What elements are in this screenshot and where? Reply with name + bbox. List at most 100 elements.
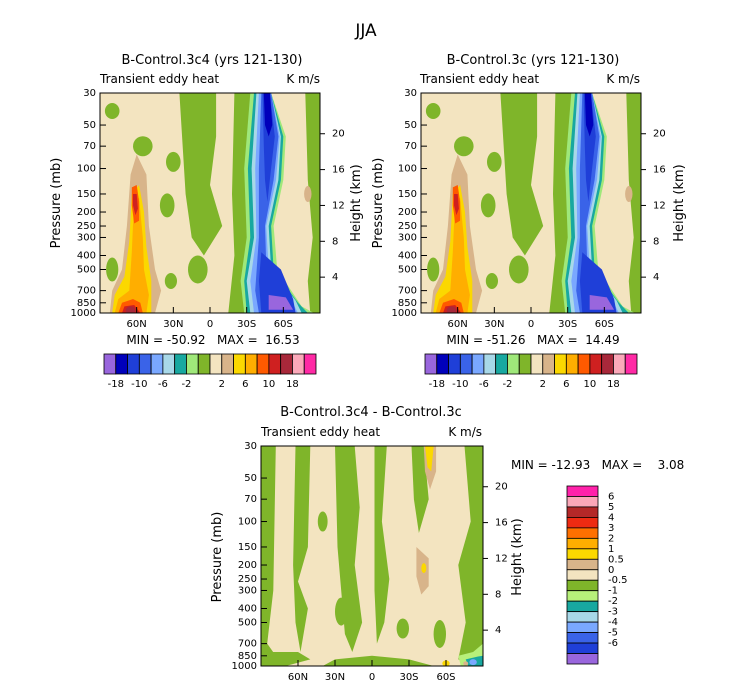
colorbar-swatch — [436, 353, 449, 375]
x-tick-label: 0 — [369, 672, 375, 683]
y-tick-label: 250 — [238, 574, 257, 585]
y-tick-label: 50 — [83, 120, 96, 131]
x-tick-label: 60S — [595, 319, 614, 330]
y2-tick-label: 12 — [332, 200, 345, 211]
y-tick-label: 400 — [398, 251, 417, 262]
colorbar-swatch — [566, 548, 599, 560]
colorbar-swatch — [233, 353, 246, 375]
y-axis-label: Pressure (mb) — [371, 158, 386, 249]
colorbar-swatch — [566, 632, 599, 644]
contour-band — [446, 446, 483, 666]
colorbar-label: 5 — [608, 502, 614, 513]
y-tick-label: 850 — [238, 651, 257, 662]
colorbar-swatch — [566, 485, 599, 497]
contour-band — [261, 446, 276, 666]
colorbar-swatch — [566, 517, 599, 529]
colorbar-label: 0.5 — [608, 554, 624, 565]
colorbar-swatch — [577, 353, 591, 375]
x-tick-label: 0 — [528, 319, 534, 330]
axes: 305070100150200250300400500700850100060N… — [71, 88, 345, 330]
contour-patch — [166, 151, 181, 172]
y-tick-label: 1000 — [392, 308, 417, 319]
panel-subtitle-right: K m/s — [448, 425, 482, 439]
contour-band — [114, 198, 149, 313]
contour-patch — [317, 511, 328, 532]
colorbar-swatch — [186, 353, 199, 375]
panel-title: B-Control.3c4 (yrs 121-130) — [122, 53, 303, 68]
contour-core — [263, 93, 273, 137]
colorbar-label: 2 — [608, 533, 614, 544]
y-tick-label: 100 — [238, 517, 257, 528]
y-tick-label: 400 — [238, 604, 257, 615]
axes: 305070100150200250300400500700850100060N… — [392, 88, 666, 330]
colorbar-swatch — [566, 558, 599, 571]
y2-tick-label: 12 — [653, 200, 666, 211]
colorbar-swatch — [138, 353, 152, 375]
min-max-stats: MIN = -12.93 MAX = 3.08 — [511, 458, 684, 472]
colorbar-label: 0 — [608, 565, 614, 576]
contour-core — [258, 252, 296, 313]
panel-subtitle-left: Transient eddy heat — [419, 72, 539, 86]
contour-patch — [104, 103, 120, 119]
y2-tick-label: 16 — [332, 165, 345, 176]
contour-band — [293, 446, 311, 652]
y-tick-label: 100 — [77, 164, 96, 175]
y-tick-label: 70 — [244, 494, 257, 505]
colorbar-swatch — [448, 353, 461, 375]
contour-band — [411, 446, 429, 533]
y-tick-label: 70 — [83, 141, 96, 152]
colorbar-swatch — [566, 590, 599, 602]
contour-core — [425, 446, 434, 472]
colorbar-label: -0.5 — [608, 575, 628, 586]
colorbar-label: -18 — [108, 379, 124, 390]
x-tick-label: 60N — [288, 672, 308, 683]
colorbar-label: -6 — [158, 379, 168, 390]
panel-subtitle-right: K m/s — [286, 72, 320, 86]
colorbar-label: -4 — [608, 617, 618, 628]
contour-band — [374, 446, 390, 644]
y-tick-label: 30 — [404, 88, 417, 99]
colorbar-swatch — [303, 353, 317, 375]
colorbar-label: -2 — [608, 596, 618, 607]
y-tick-label: 200 — [238, 560, 257, 571]
y2-tick-label: 4 — [495, 625, 501, 636]
panel-title: B-Control.3c4 - B-Control.3c — [280, 405, 462, 420]
colorbar-swatch — [566, 653, 599, 665]
y-tick-label: 250 — [77, 221, 96, 232]
colorbar-swatch — [624, 353, 638, 375]
x-tick-label: 30N — [325, 672, 345, 683]
y-tick-label: 400 — [77, 251, 96, 262]
y-tick-label: 150 — [77, 189, 96, 200]
contour-field — [421, 93, 641, 313]
contour-patch — [433, 620, 446, 648]
y-tick-label: 300 — [238, 585, 257, 596]
contour-patch — [304, 186, 312, 202]
colorbar-swatch — [530, 353, 544, 375]
colorbar-swatch — [424, 353, 438, 375]
contour-core — [584, 93, 594, 137]
contour-patch — [509, 255, 529, 284]
y-tick-label: 700 — [398, 286, 417, 297]
colorbar-label: 1 — [608, 544, 614, 555]
y2-tick-label: 16 — [653, 165, 666, 176]
y2-tick-label: 8 — [332, 236, 338, 247]
y-tick-label: 700 — [238, 639, 257, 650]
contour-patch — [427, 257, 440, 282]
colorbar-swatch — [103, 353, 117, 375]
y-tick-label: 500 — [77, 265, 96, 276]
x-tick-label: 30S — [237, 319, 256, 330]
panel-subtitle-left: Transient eddy heat — [260, 425, 380, 439]
colorbar-swatch — [244, 353, 258, 375]
colorbar-swatch — [483, 353, 497, 375]
colorbar-label: 18 — [286, 379, 299, 390]
colorbar-label: 10 — [584, 379, 597, 390]
contour-patch — [463, 661, 469, 666]
colorbar-swatch — [566, 621, 599, 633]
colorbar-swatch — [601, 353, 614, 375]
colorbar-label: 6 — [563, 379, 569, 390]
colorbar-label: 3 — [608, 523, 614, 534]
colorbar-swatch — [518, 353, 532, 375]
contour-peak — [446, 306, 457, 313]
x-tick-label: 30N — [484, 319, 504, 330]
colorbar-swatch — [197, 353, 211, 375]
